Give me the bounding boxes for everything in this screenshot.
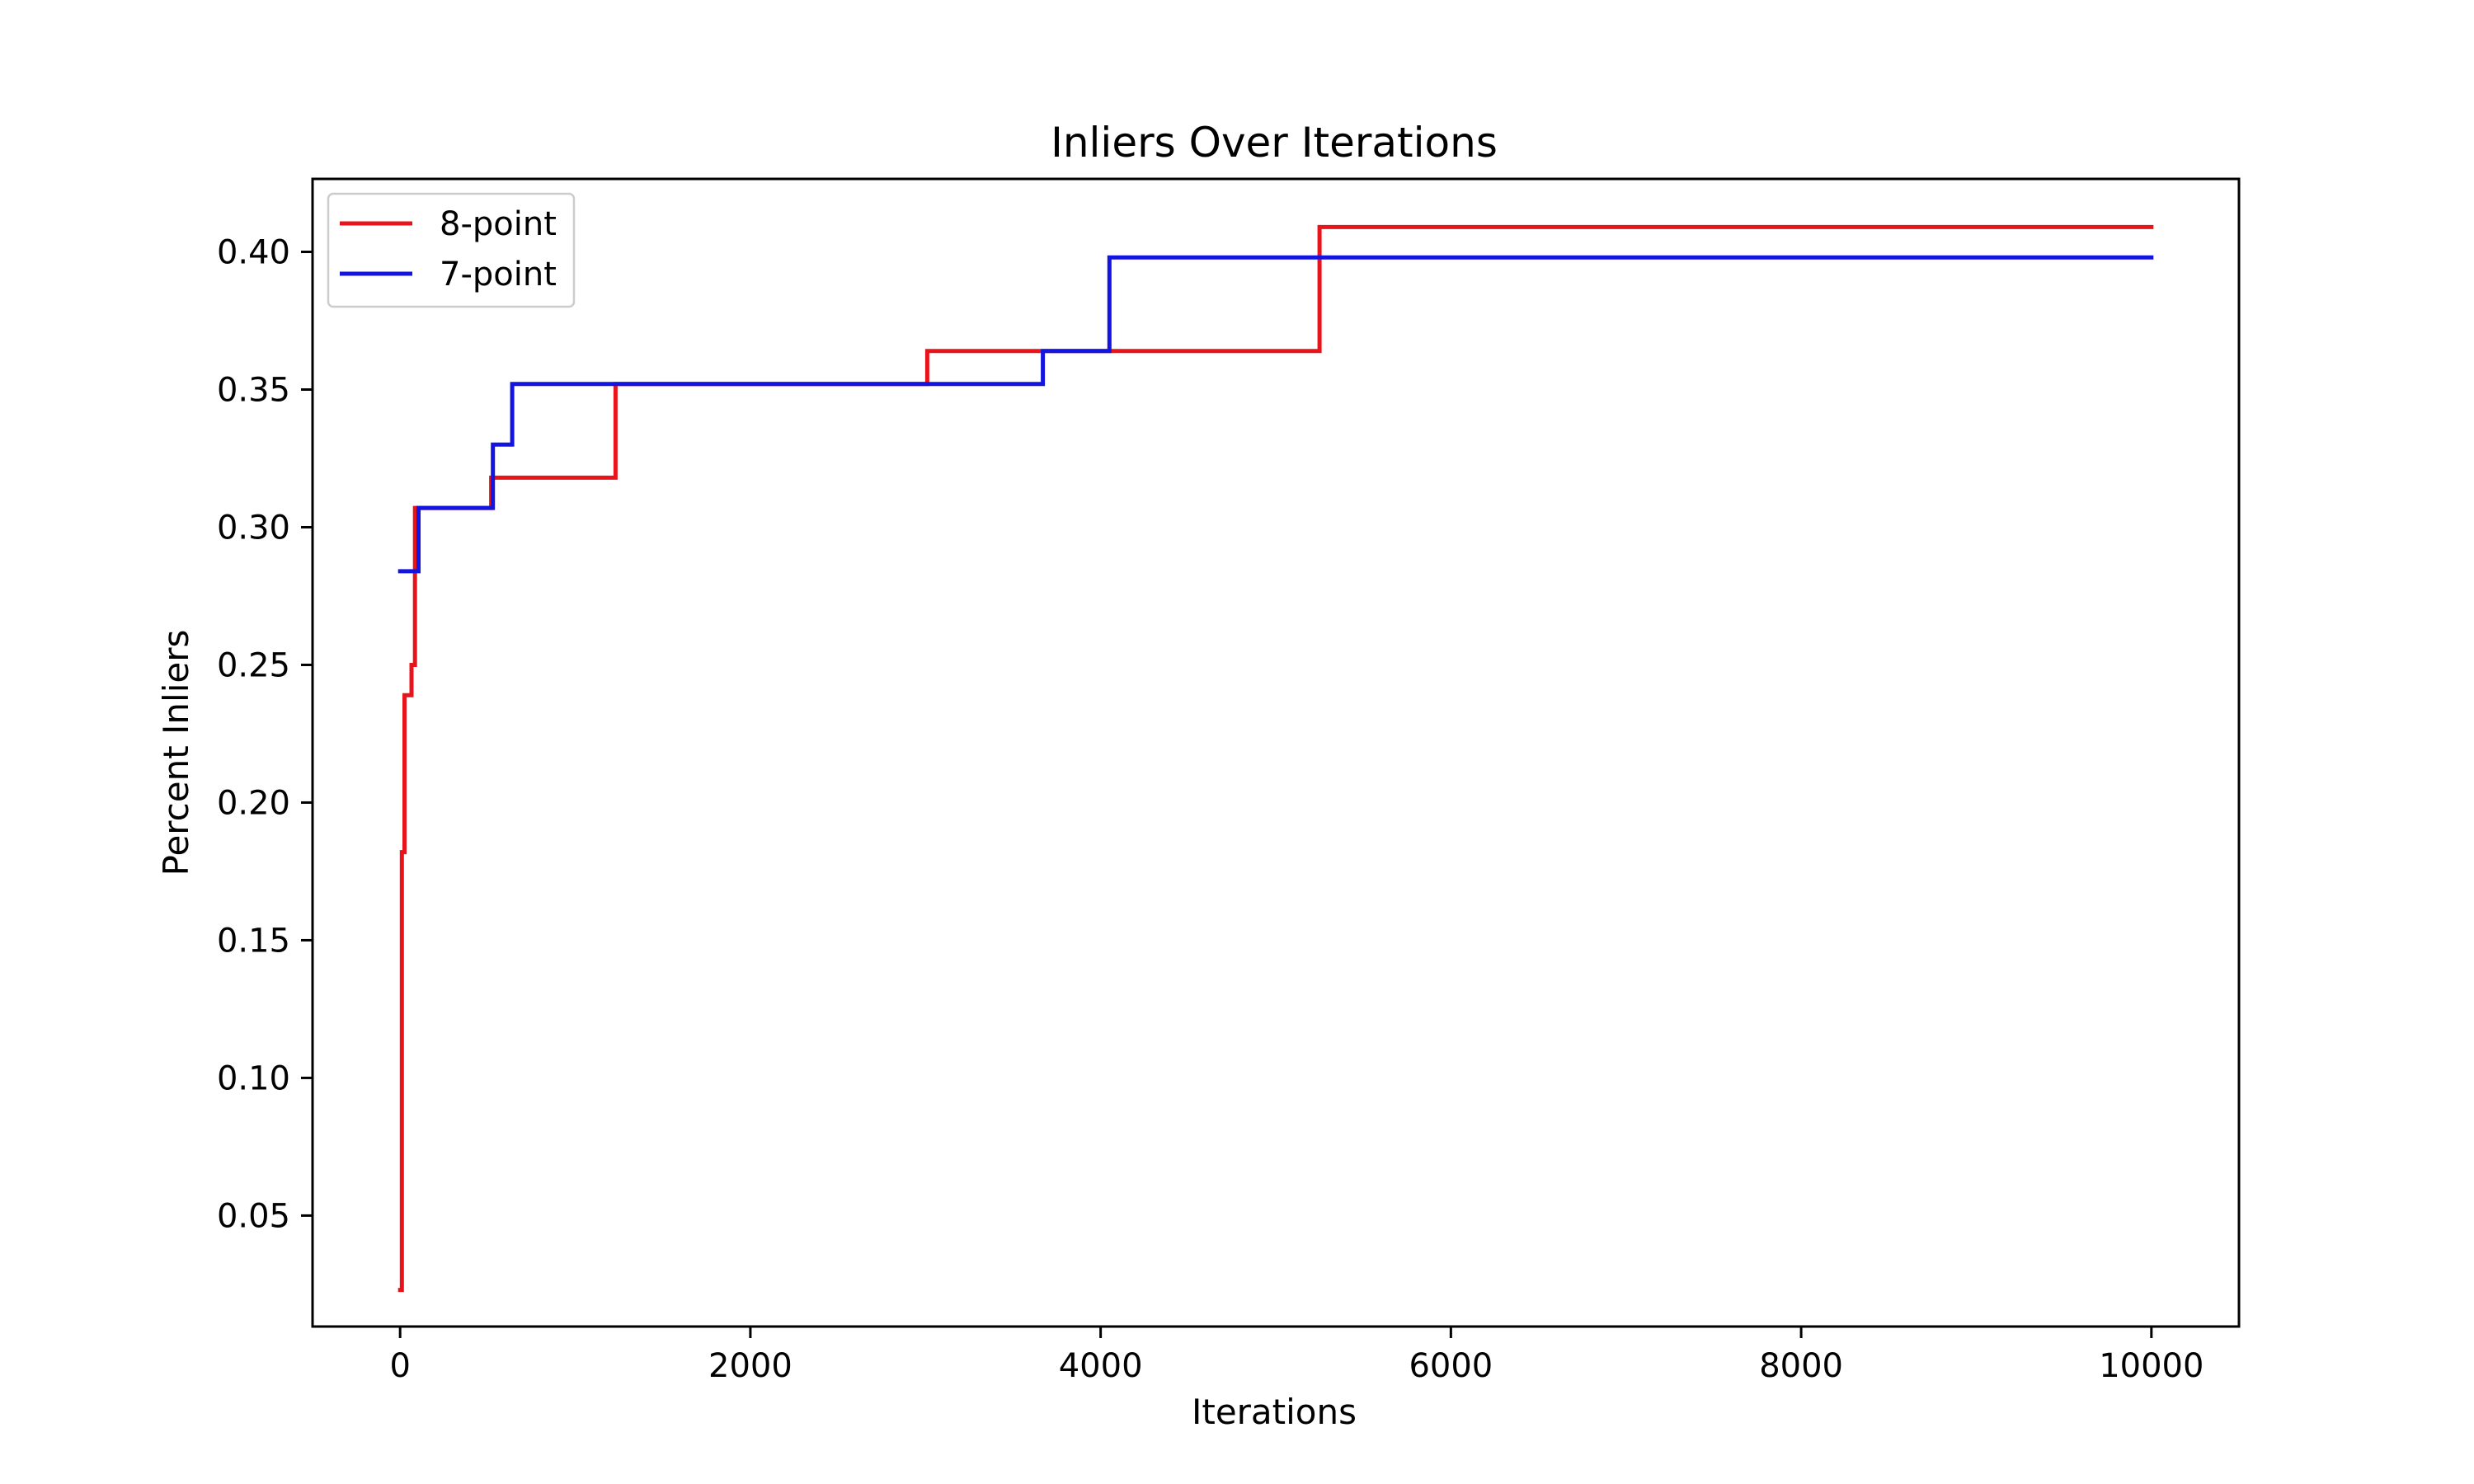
y-tick-label: 0.35 [217,371,290,409]
series-layer [397,224,2154,1293]
x-tick-label: 2000 [708,1347,793,1385]
y-tick-label: 0.10 [217,1059,290,1097]
x-tick-label: 0 [389,1347,410,1385]
plot-frame [311,177,2241,1328]
y-tick-label: 0.20 [217,784,290,822]
x-tick-label: 4000 [1059,1347,1143,1385]
y-tick-label: 0.30 [217,509,290,547]
legend: 8-point 7-point [327,192,576,308]
y-tick-label: 0.15 [217,922,290,960]
x-tick-label: 10000 [2099,1347,2204,1385]
x-tick-label: 8000 [1759,1347,1843,1385]
legend-label-8-point: 8-point [440,205,557,243]
y-tick-label: 0.40 [217,234,290,272]
chart-title: Inliers Over Iterations [1051,119,1498,167]
series-line-7-point [397,255,2154,574]
y-tick-label: 0.05 [217,1197,290,1235]
legend-label-7-point: 7-point [440,256,557,294]
y-axis-title: Percent Inliers [156,630,196,876]
x-tick-label: 6000 [1409,1347,1493,1385]
x-axis: 0 2000 4000 6000 8000 10000 [389,1327,2204,1385]
x-axis-title: Iterations [1192,1392,1357,1432]
y-axis: 0.05 0.10 0.15 0.20 0.25 0.30 0.35 0.40 [217,234,313,1235]
y-tick-label: 0.25 [217,646,290,684]
